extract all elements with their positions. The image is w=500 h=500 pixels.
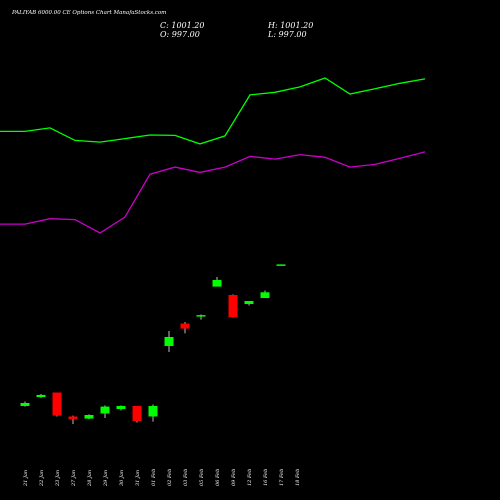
candle-body-up — [84, 415, 94, 419]
x-tick-label: 02 Feb — [167, 469, 173, 486]
candle — [52, 392, 62, 417]
candles — [20, 264, 286, 424]
candle — [228, 294, 238, 318]
candle — [244, 301, 254, 306]
candle-body-up — [196, 315, 206, 317]
high-value: H: 1001.20 — [268, 21, 314, 30]
x-tick-label: 28 Jan — [87, 470, 93, 487]
candle — [20, 401, 30, 407]
candle — [276, 264, 286, 266]
candle — [212, 277, 222, 287]
x-tick-label: 01 Feb — [151, 469, 157, 486]
candle-body-up — [276, 264, 286, 266]
x-tick-label: 23 Jan — [55, 470, 61, 487]
candle — [260, 290, 270, 298]
candle — [180, 322, 190, 334]
candle-body-up — [164, 337, 174, 346]
candle-body-up — [260, 292, 270, 298]
candle — [148, 404, 158, 422]
x-tick-label: 16 Feb — [263, 469, 269, 486]
candle-body-down — [180, 323, 190, 329]
x-axis-labels: 21 Jan 22 Jan 23 Jan 27 Jan 28 Jan 29 Jan 30 J… — [23, 469, 301, 487]
x-tick-label: 21 Jan — [23, 470, 29, 487]
candle — [36, 394, 46, 398]
candle-body-up — [36, 394, 46, 397]
candle-body-up — [100, 406, 110, 414]
indicator-line-1 — [0, 77, 426, 145]
candle-body-down — [228, 295, 238, 318]
x-tick-label: 05 Feb — [199, 469, 205, 486]
x-tick-label: 12 Feb — [247, 469, 253, 486]
candle-body-up — [116, 406, 126, 409]
candle-body-down — [52, 392, 62, 416]
x-tick-label: 29 Jan — [103, 470, 109, 487]
candle — [84, 414, 94, 420]
candle — [100, 405, 110, 418]
chart-title: PALIYAB 6000.00 CE Options Chart ManafaS… — [12, 10, 167, 16]
candle-body-up — [244, 301, 254, 304]
candle-body-down — [68, 416, 78, 420]
candle — [132, 406, 142, 423]
low-value: L: 997.00 — [268, 30, 307, 39]
x-tick-label: 06 Feb — [215, 469, 221, 486]
candle-body-down — [132, 406, 142, 421]
candle — [196, 314, 206, 320]
candle — [116, 405, 126, 411]
open-value: O: 997.00 — [160, 30, 200, 39]
candle-body-up — [212, 280, 222, 287]
indicator-lines — [0, 77, 426, 234]
x-tick-label: 03 Feb — [183, 469, 189, 486]
candle-body-up — [20, 403, 30, 406]
x-tick-label: 27 Jan — [71, 470, 77, 487]
x-tick-label: 09 Feb — [231, 469, 237, 486]
x-tick-label: 18 Feb — [295, 469, 301, 486]
close-value: C: 1001.20 — [160, 21, 205, 30]
x-tick-label: 30 Jan — [119, 470, 125, 486]
x-tick-label: 31 Jan — [135, 470, 141, 486]
x-tick-label: 17 Feb — [279, 469, 285, 486]
candle — [68, 415, 78, 424]
candle-body-up — [148, 406, 158, 417]
candle — [164, 331, 174, 352]
indicator-line-2 — [0, 151, 426, 234]
x-tick-label: 22 Jan — [39, 470, 45, 487]
